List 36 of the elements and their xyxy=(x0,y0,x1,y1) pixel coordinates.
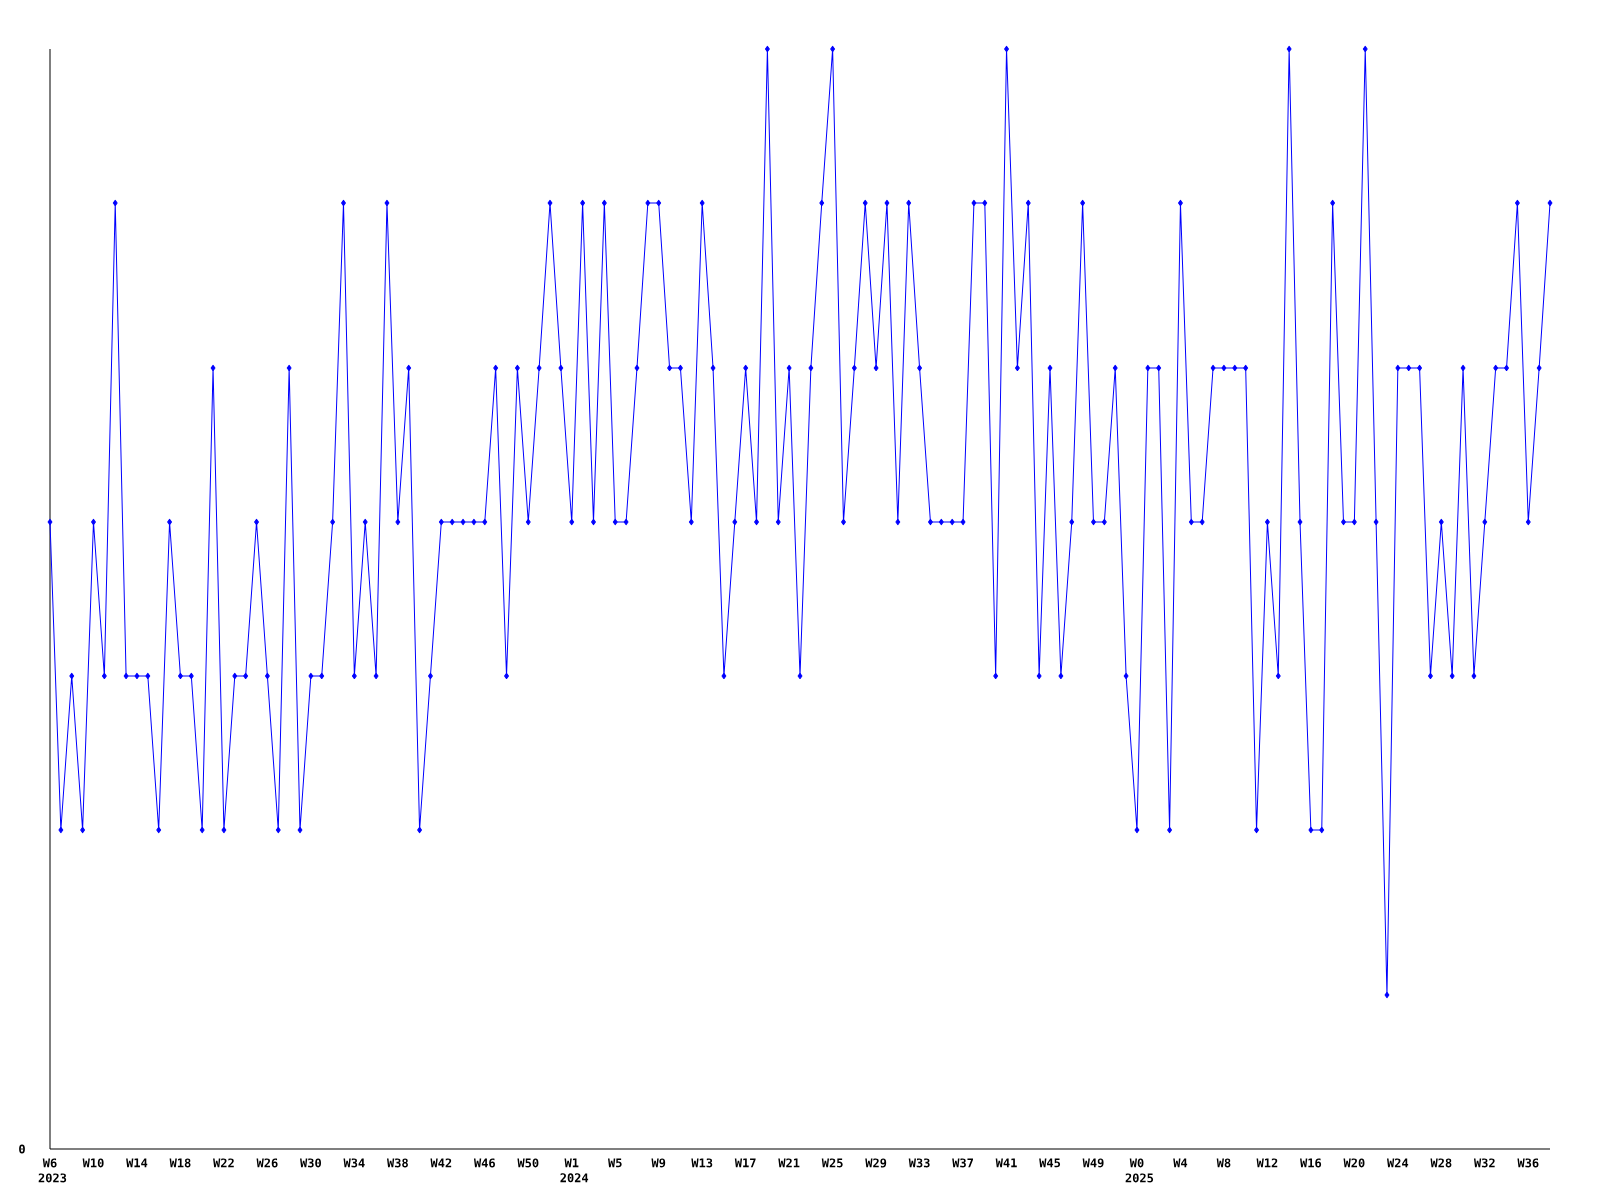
x-tick-label: W24 xyxy=(1387,1158,1409,1168)
x-tick-label: W22 xyxy=(213,1158,234,1168)
x-tick-label: W5 xyxy=(608,1158,622,1168)
x-tick-label: W50 xyxy=(517,1158,539,1168)
x-tick-label: W21 xyxy=(778,1158,800,1168)
x-tick-label: W12 xyxy=(1256,1158,1278,1168)
text: 0 xyxy=(19,1144,25,1154)
x-tick-label: W30 xyxy=(300,1158,322,1168)
x-tick-label: W18 xyxy=(169,1158,191,1168)
x-tick-label: W6 2023 xyxy=(38,1158,67,1183)
x-tick-label: W4 xyxy=(1173,1158,1188,1168)
x-tick-label: W25 xyxy=(821,1158,843,1168)
x-tick-label: W38 xyxy=(387,1158,408,1168)
x-tick-label: W13 xyxy=(691,1158,713,1168)
x-tick-label: W8 xyxy=(1216,1158,1231,1168)
x-tick-label: W26 xyxy=(256,1158,278,1168)
x-tick-label: W17 xyxy=(734,1158,756,1168)
x-tick-label: W41 xyxy=(995,1158,1017,1168)
x-tick-label: W0 2025 xyxy=(1125,1158,1154,1183)
x-tick-label: W1 2024 xyxy=(560,1158,589,1183)
x-tick-label: W9 xyxy=(651,1158,666,1168)
x-tick-label: W42 xyxy=(430,1158,452,1168)
x-tick-label: W34 xyxy=(343,1158,365,1168)
x-tick-label: W20 xyxy=(1343,1158,1365,1168)
x-tick-label: W28 xyxy=(1430,1158,1452,1168)
x-tick-label: W37 xyxy=(952,1158,973,1168)
x-tick-label: W10 xyxy=(82,1158,104,1168)
x-tick-label: W29 xyxy=(865,1158,887,1168)
x-tick-label: W32 xyxy=(1473,1158,1495,1168)
x-tick-label: W46 xyxy=(473,1158,495,1168)
x-tick-label: W14 xyxy=(126,1158,148,1168)
x-tick-label: W49 xyxy=(1082,1158,1104,1168)
x-tick-label: W36 xyxy=(1517,1158,1539,1168)
x-tick-label: W33 xyxy=(908,1158,930,1168)
x-tick-label: W45 xyxy=(1039,1158,1061,1168)
x-tick-label: W16 xyxy=(1300,1158,1322,1168)
